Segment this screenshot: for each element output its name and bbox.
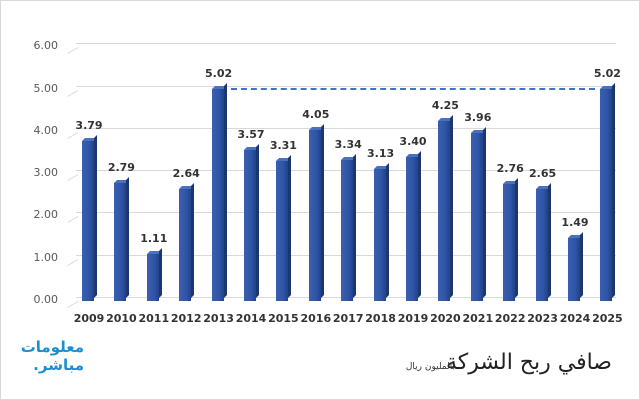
y-tick-label: 1.00 bbox=[33, 250, 59, 264]
chart-title: صافي ربح الشركة bbox=[445, 350, 612, 375]
value-label: 4.25 bbox=[431, 99, 459, 113]
y-tick-label: 3.00 bbox=[33, 166, 59, 180]
value-label: 2.79 bbox=[107, 160, 135, 174]
value-label: 5.02 bbox=[593, 66, 621, 80]
bar-2013 bbox=[211, 88, 224, 301]
x-tick-label: 2020 bbox=[430, 312, 461, 325]
value-label: 3.40 bbox=[399, 135, 427, 149]
bar-2012 bbox=[179, 189, 192, 301]
x-tick-label: 2018 bbox=[365, 312, 396, 325]
bar-2016 bbox=[308, 129, 321, 301]
x-tick-label: 2012 bbox=[170, 312, 202, 325]
x-tick-label: 2013 bbox=[203, 312, 234, 325]
x-tick-label: 2011 bbox=[138, 312, 170, 325]
logo-line-1: معلومات bbox=[20, 338, 84, 356]
chart-subtitle: بالمليون ريال bbox=[405, 362, 455, 372]
x-tick-label: 2022 bbox=[494, 312, 526, 325]
x-tick-label: 2023 bbox=[527, 312, 558, 325]
bar-2020 bbox=[438, 121, 451, 301]
gridline bbox=[76, 43, 616, 45]
x-tick-label: 2024 bbox=[559, 312, 591, 325]
bar-2014 bbox=[244, 149, 256, 301]
y-tick-label: 2.00 bbox=[33, 208, 59, 222]
bar-2024 bbox=[568, 237, 580, 301]
x-tick-label: 2014 bbox=[235, 312, 267, 325]
value-label: 3.79 bbox=[75, 118, 103, 132]
value-label: 1.49 bbox=[561, 215, 589, 229]
value-label: 3.13 bbox=[367, 146, 395, 160]
x-tick-label: 2016 bbox=[300, 312, 332, 325]
gridline bbox=[76, 127, 616, 129]
value-label: 2.64 bbox=[172, 167, 200, 181]
value-label: 4.05 bbox=[302, 107, 330, 121]
bar-2025 bbox=[600, 88, 613, 301]
reference-dashed-line bbox=[231, 88, 595, 90]
x-tick-label: 2021 bbox=[462, 312, 494, 325]
value-label: 5.02 bbox=[205, 66, 233, 80]
bar-2010 bbox=[114, 182, 127, 301]
bar-2015 bbox=[276, 160, 289, 301]
x-tick-label: 2017 bbox=[332, 312, 364, 325]
value-label: 2.76 bbox=[496, 162, 524, 176]
value-label: 3.57 bbox=[237, 127, 265, 141]
bar-2011 bbox=[146, 254, 159, 301]
bar-2009 bbox=[82, 140, 94, 301]
x-tick-label: 2009 bbox=[73, 312, 105, 325]
value-label: 3.96 bbox=[464, 111, 492, 125]
bar-2018 bbox=[373, 168, 386, 301]
x-tick-label: 2019 bbox=[397, 312, 429, 325]
gridline bbox=[76, 85, 616, 87]
y-tick-label: 6.00 bbox=[33, 39, 59, 53]
x-tick-label: 2010 bbox=[106, 312, 137, 325]
value-label: 3.34 bbox=[334, 137, 362, 151]
logo-line-2: مباشر. bbox=[33, 356, 84, 374]
mubasher-logo: معلومات مباشر. bbox=[20, 338, 84, 374]
x-tick-label: 2025 bbox=[592, 312, 623, 325]
bar-2021 bbox=[470, 133, 483, 301]
x-tick-label: 2015 bbox=[268, 312, 299, 325]
y-tick-label: 0.00 bbox=[33, 293, 59, 306]
bar-2019 bbox=[406, 157, 418, 301]
y-tick-label: 4.00 bbox=[33, 123, 59, 137]
bar-2023 bbox=[535, 188, 548, 301]
value-label: 3.31 bbox=[269, 138, 297, 152]
bar-2017 bbox=[341, 159, 354, 301]
value-label: 1.11 bbox=[140, 232, 168, 246]
y-tick-label: 5.00 bbox=[33, 81, 59, 95]
value-label: 2.65 bbox=[529, 166, 557, 180]
bar-2022 bbox=[503, 184, 516, 301]
